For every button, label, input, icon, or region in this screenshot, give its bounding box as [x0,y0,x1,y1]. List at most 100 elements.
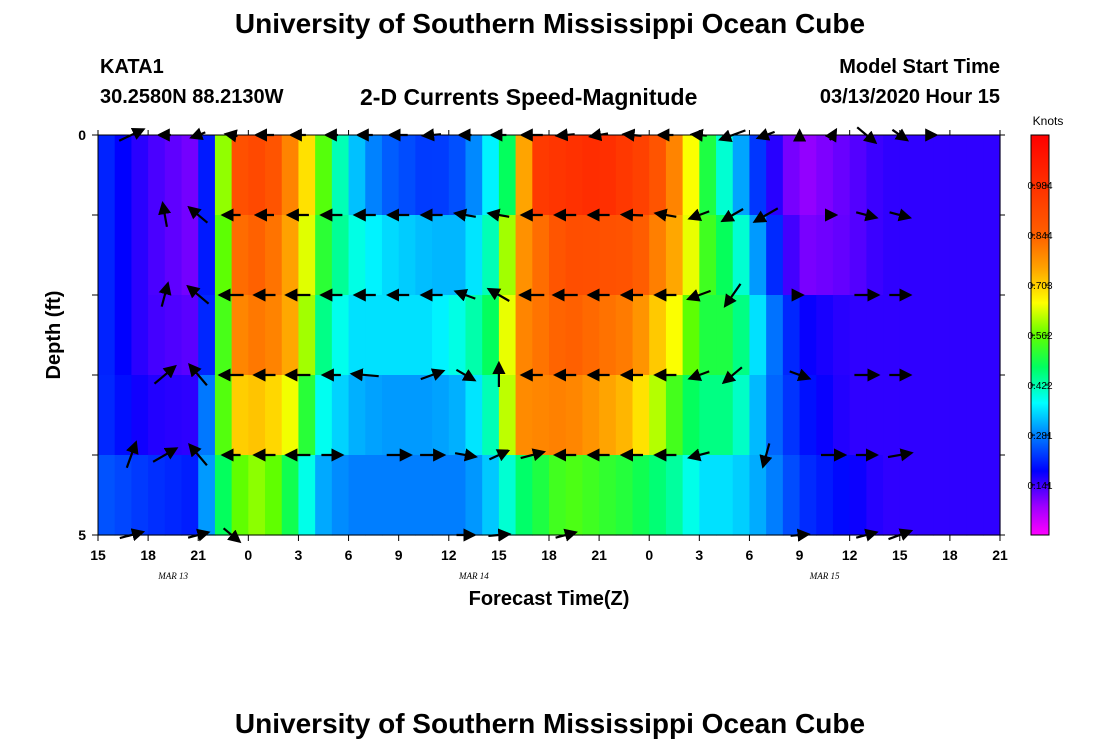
heatmap-cell [231,295,249,376]
heatmap-cell [515,375,533,456]
heatmap-cell [465,215,483,296]
heatmap-cell [916,375,934,456]
heatmap-cell [98,215,116,296]
heatmap-cell [498,295,517,376]
heatmap-cell [315,215,333,296]
heatmap-cell [766,295,784,376]
heatmap-cell [749,295,767,376]
colorbar-tick-label: 0.422 [1027,381,1052,392]
current-vector [653,208,677,222]
heatmap-cell [749,375,767,456]
heatmap-cell [732,375,751,456]
heatmap-cell [916,295,934,376]
heatmap-cell [164,215,183,296]
heatmap-cell [381,215,400,296]
heatmap-cell [148,135,166,216]
heatmap-cell [331,455,350,536]
heatmap-cell [365,295,383,376]
heatmap-cell [532,295,550,376]
heatmap-cell [114,375,132,456]
heatmap-cell [131,215,149,296]
current-vector [723,283,742,308]
current-vector [752,207,779,223]
heatmap-cell [883,455,901,536]
heatmap-cell [799,295,817,376]
heatmap-cell [832,375,851,456]
heatmap-cell [582,375,600,456]
heatmap-cell [849,215,867,296]
heatmap-cell [682,455,700,536]
current-vector [188,363,208,387]
x-tick-label: 9 [395,547,403,563]
heatmap-cell [716,455,734,536]
heatmap-cell [983,375,1001,456]
heatmap-cell [131,455,149,536]
heatmap-cell [348,135,366,216]
current-vector [759,443,773,469]
heatmap-cell [782,455,801,536]
heatmap-cell [883,375,901,456]
current-vector [187,205,209,224]
colorbar-tick-label: 0.562 [1027,331,1052,342]
y-axis-label: Depth (ft) [43,291,65,380]
heatmap-cell [565,295,583,376]
heatmap-cell [498,375,517,456]
heatmap-cell [448,455,467,536]
heatmap-cell [515,455,533,536]
heatmap-cell [365,215,383,296]
heatmap-cell [933,215,951,296]
heatmap-cell [799,135,817,216]
colorbar-tick-label: 0.984 [1027,181,1052,192]
heatmap-cell [832,215,851,296]
heatmap-cell [315,455,333,536]
heatmap-cell [432,455,450,536]
heatmap-cell [782,215,801,296]
current-vector [158,281,172,307]
heatmap-cell [649,455,667,536]
heatmap-cell [549,135,567,216]
heatmap-cell [899,375,918,456]
heatmap-cell [265,455,283,536]
current-vector [687,368,710,382]
heatmap-cell [665,135,684,216]
heatmap-cell [799,455,817,536]
heatmap-cell [682,375,700,456]
heatmap-cell [498,135,517,216]
heatmap-cell [214,295,233,376]
heatmap-cell [231,215,249,296]
heatmap-cell [983,455,1001,536]
heatmap-cell [114,295,132,376]
heatmap-cell [465,455,483,536]
heatmap-cell [148,295,166,376]
current-vector [188,443,208,467]
x-tick-label: 18 [942,547,958,563]
heatmap-cell [849,375,867,456]
x-tick-label: 21 [190,547,206,563]
heatmap-cell [816,375,834,456]
heatmap-cell [398,135,416,216]
model-start-value: 03/13/2020 Hour 15 [819,86,1000,108]
current-vector [887,448,914,462]
heatmap-cell [298,135,316,216]
heatmap-cell [615,455,634,536]
heatmap-cell [966,135,984,216]
heatmap-cell [198,375,216,456]
heatmap-cell [899,215,918,296]
heatmap-cell [231,135,249,216]
heatmap-cell [599,455,617,536]
heatmap-cell [983,295,1001,376]
heatmap-cell [632,215,650,296]
heatmap-cell [214,375,233,456]
current-vector [619,208,644,222]
heatmap-cell [599,215,617,296]
current-vector [721,366,743,385]
heatmap-cell [615,375,634,456]
heatmap-cell [131,375,149,456]
heatmap-cell [281,455,300,536]
heatmap-cell [331,375,350,456]
heatmap-cell [899,295,918,376]
heatmap-cell [482,295,500,376]
heatmap-cell [732,215,751,296]
